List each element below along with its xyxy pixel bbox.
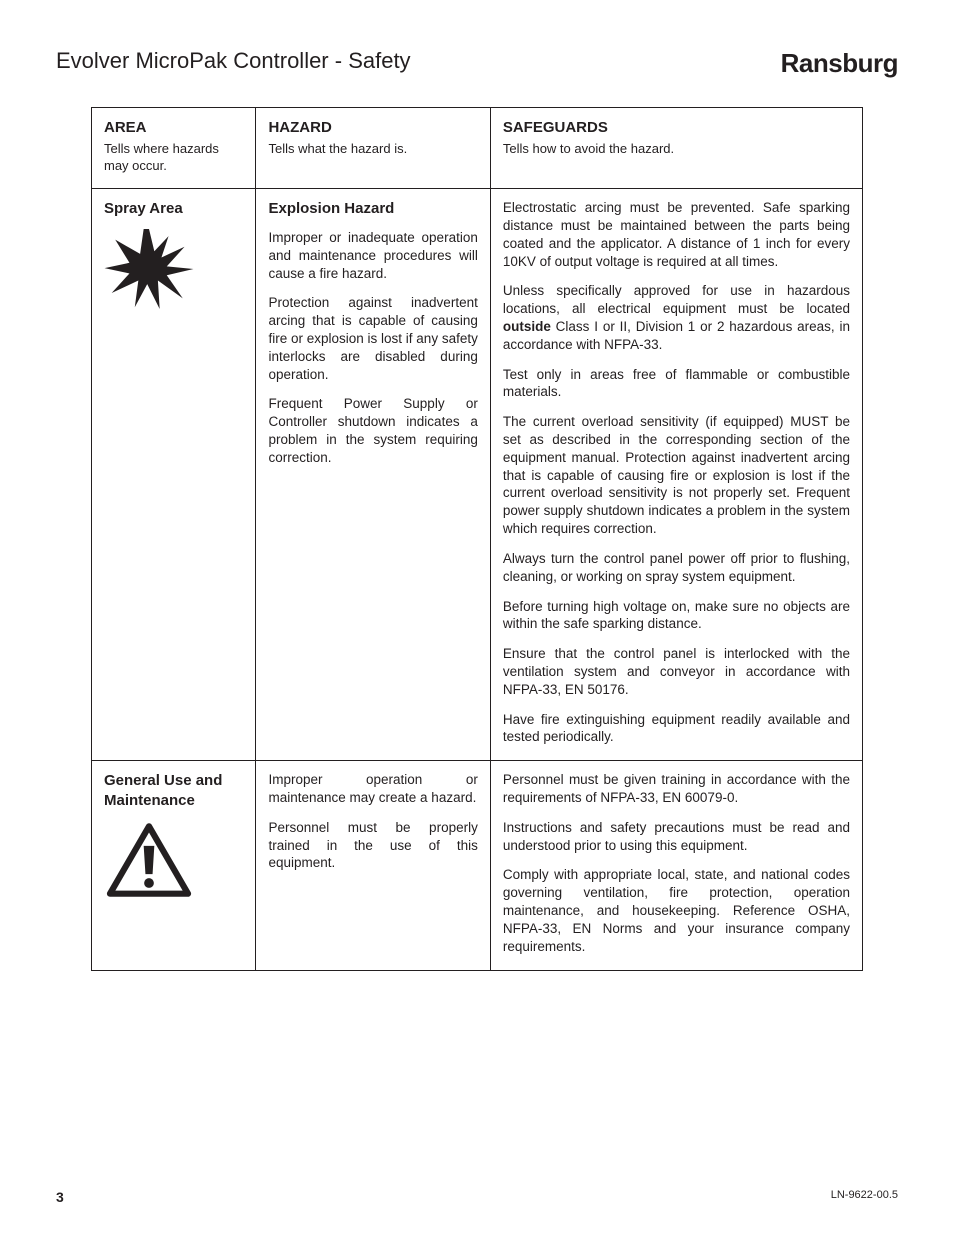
table-row: General Use and Maintenance Improper ope… [92, 761, 863, 970]
paragraph: Test only in areas free of flammable or … [503, 366, 850, 402]
header-area-cell: AREA Tells where hazards may occur. [92, 108, 256, 189]
paragraph: Unless specifically approved for use in … [503, 282, 850, 353]
area-cell: General Use and Maintenance [92, 761, 256, 970]
explosion-icon [104, 229, 243, 314]
paragraph: Comply with appropriate local, state, an… [503, 866, 850, 955]
paragraph: Instructions and safety precautions must… [503, 819, 850, 855]
safety-table: AREA Tells where hazards may occur. HAZA… [91, 107, 863, 971]
area-title: General Use and Maintenance [104, 771, 243, 811]
paragraph: Frequent Power Supply or Controller shut… [268, 395, 477, 466]
header-area-sub: Tells where hazards may occur. [104, 140, 243, 174]
header-hazard-title: HAZARD [268, 118, 477, 138]
paragraph: Ensure that the control panel is interlo… [503, 645, 850, 698]
paragraph: Personnel must be properly trained in th… [268, 819, 477, 872]
header-hazard-cell: HAZARD Tells what the hazard is. [256, 108, 490, 189]
document-number: LN-9622-00.5 [831, 1189, 898, 1205]
paragraph: Protection against inadvertent arcing th… [268, 294, 477, 383]
paragraph: Before turning high voltage on, make sur… [503, 598, 850, 634]
table-row: Spray Area Explosion Hazard Improper or … [92, 189, 863, 761]
header-hazard-sub: Tells what the hazard is. [268, 140, 477, 157]
safeguards-body: Personnel must be given training in acco… [503, 771, 850, 955]
paragraph: Electrostatic arcing must be prevented. … [503, 199, 850, 270]
area-title: Spray Area [104, 199, 243, 219]
page-header: Evolver MicroPak Controller - Safety Ran… [56, 48, 898, 79]
header-area-title: AREA [104, 118, 243, 138]
paragraph: Improper or inadequate operation and mai… [268, 229, 477, 282]
area-cell: Spray Area [92, 189, 256, 761]
paragraph: The current overload sensitivity (if equ… [503, 413, 850, 538]
hazard-title: Explosion Hazard [268, 199, 477, 219]
hazard-cell: Improper operation or maintenance may cr… [256, 761, 490, 970]
hazard-cell: Explosion Hazard Improper or inadequate … [256, 189, 490, 761]
header-safe-sub: Tells how to avoid the hazard. [503, 140, 850, 157]
safeguards-body: Electrostatic arcing must be prevented. … [503, 199, 850, 746]
page: Evolver MicroPak Controller - Safety Ran… [0, 0, 954, 1235]
safeguards-cell: Personnel must be given training in acco… [490, 761, 862, 970]
paragraph: Improper operation or maintenance may cr… [268, 771, 477, 807]
table-header-row: AREA Tells where hazards may occur. HAZA… [92, 108, 863, 189]
header-safe-cell: SAFEGUARDS Tells how to avoid the hazard… [490, 108, 862, 189]
document-title: Evolver MicroPak Controller - Safety [56, 48, 411, 74]
paragraph: Personnel must be given training in acco… [503, 771, 850, 807]
header-safe-title: SAFEGUARDS [503, 118, 850, 138]
paragraph: Have fire extinguishing equipment readil… [503, 711, 850, 747]
page-footer: 3 LN-9622-00.5 [56, 1189, 898, 1205]
hazard-body: Improper operation or maintenance may cr… [268, 771, 477, 872]
hazard-body: Improper or inadequate operation and mai… [268, 229, 477, 467]
warning-icon [104, 821, 243, 904]
paragraph: Always turn the control panel power off … [503, 550, 850, 586]
safeguards-cell: Electrostatic arcing must be prevented. … [490, 189, 862, 761]
page-number: 3 [56, 1189, 64, 1205]
brand-logo: Ransburg [781, 48, 898, 79]
